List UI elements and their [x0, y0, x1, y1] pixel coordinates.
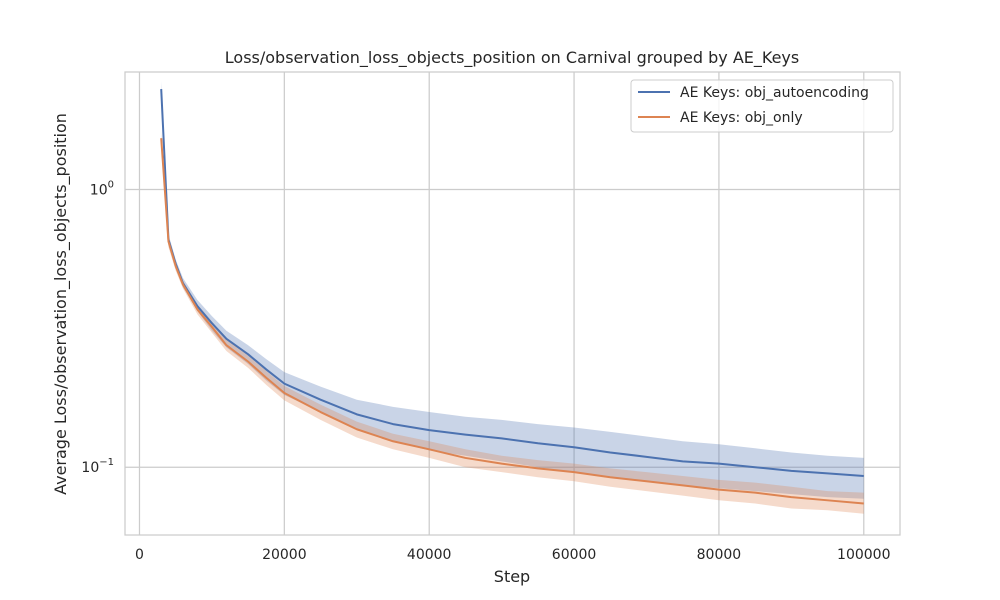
series-lines — [160, 89, 864, 505]
confidence-band-obj-only — [161, 131, 864, 514]
x-tick-label: 20000 — [262, 547, 307, 563]
x-tick-label: 40000 — [407, 547, 452, 563]
y-tick-label: 100 — [90, 180, 114, 199]
legend-box — [630, 79, 894, 133]
series-line-obj-autoencoding — [160, 89, 864, 477]
legend-label-obj-autoencoding: AE Keys: obj_autoencoding — [680, 85, 869, 101]
x-tick-label: 100000 — [837, 547, 890, 563]
legend: AE Keys: obj_autoencoding AE Keys: obj_o… — [630, 79, 894, 133]
x-tick-label: 60000 — [552, 547, 597, 563]
x-tick-label: 80000 — [697, 547, 742, 563]
x-axis-ticks: 0 20000 40000 60000 80000 100000 — [135, 547, 890, 563]
confidence-bands — [161, 81, 864, 514]
grid-lines — [125, 72, 900, 535]
legend-label-obj-only: AE Keys: obj_only — [680, 110, 803, 126]
plot-frame — [124, 71, 901, 536]
y-axis-ticks: 100 10−1 — [81, 180, 114, 477]
series-line-obj-only — [160, 138, 864, 505]
chart-title: Loss/observation_loss_objects_position o… — [225, 48, 799, 68]
y-axis-label: Average Loss/observation_loss_objects_po… — [51, 113, 71, 495]
x-tick-label: 0 — [135, 547, 144, 563]
confidence-band-obj-autoencoding — [161, 81, 864, 499]
y-tick-label: 10−1 — [81, 457, 114, 476]
x-axis-label: Step — [494, 567, 530, 586]
